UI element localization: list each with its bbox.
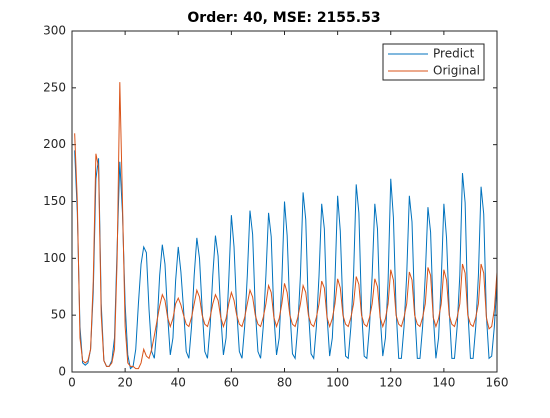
x-tick-label: 20	[117, 376, 132, 390]
x-tick-label: 140	[432, 376, 455, 390]
y-tick-label: 150	[43, 194, 66, 208]
y-tick-label: 50	[51, 308, 66, 322]
chart-title: Order: 40, MSE: 2155.53	[187, 10, 380, 26]
legend-box	[382, 43, 485, 81]
x-tick-label: 160	[486, 376, 509, 390]
x-tick-label: 80	[277, 376, 292, 390]
y-tick-label: 100	[43, 251, 66, 265]
axes-box	[71, 30, 498, 373]
legend-label: Original	[433, 64, 480, 78]
series-line	[74, 82, 498, 370]
x-tick-label: 60	[224, 376, 239, 390]
y-tick-label: 200	[43, 137, 66, 151]
x-tick-label: 40	[171, 376, 186, 390]
x-tick-label: 100	[326, 376, 349, 390]
series-line	[74, 150, 498, 370]
y-tick-label: 300	[43, 24, 66, 38]
y-tick-label: 250	[43, 80, 66, 94]
legend-label: Predict	[433, 47, 475, 61]
y-tick-label: 0	[58, 365, 66, 379]
x-tick-label: 0	[68, 376, 76, 390]
x-tick-label: 120	[379, 376, 402, 390]
